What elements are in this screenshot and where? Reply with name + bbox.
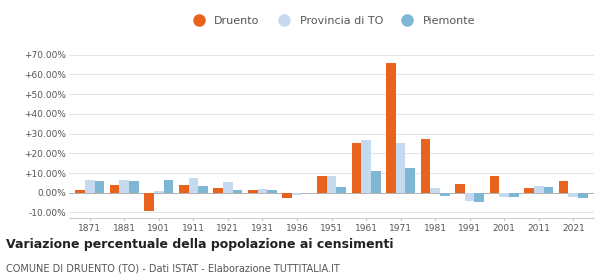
Bar — [292, 193, 302, 195]
Bar — [164, 180, 173, 193]
Bar — [154, 191, 164, 193]
Bar — [95, 181, 104, 193]
Text: COMUNE DI DRUENTO (TO) - Dati ISTAT - Elaborazione TUTTITALIA.IT: COMUNE DI DRUENTO (TO) - Dati ISTAT - El… — [6, 263, 340, 274]
Bar — [283, 193, 292, 198]
Bar — [524, 188, 534, 193]
Bar — [233, 190, 242, 193]
Bar — [465, 193, 475, 201]
Bar — [578, 193, 588, 198]
Bar — [352, 143, 361, 193]
Bar — [386, 62, 396, 193]
Bar — [129, 181, 139, 193]
Bar — [198, 186, 208, 193]
Bar — [337, 187, 346, 193]
Bar — [430, 188, 440, 193]
Bar — [188, 178, 198, 193]
Bar — [559, 181, 568, 193]
Bar — [214, 188, 223, 193]
Bar — [421, 139, 430, 193]
Bar — [75, 190, 85, 193]
Text: Variazione percentuale della popolazione ai censimenti: Variazione percentuale della popolazione… — [6, 238, 394, 251]
Bar — [179, 185, 188, 193]
Bar — [440, 193, 449, 196]
Bar — [509, 193, 519, 197]
Bar — [455, 184, 465, 193]
Bar — [223, 182, 233, 193]
Legend: Druento, Provincia di TO, Piemonte: Druento, Provincia di TO, Piemonte — [183, 12, 480, 31]
Bar — [490, 176, 499, 193]
Bar — [371, 171, 380, 193]
Bar — [475, 193, 484, 202]
Bar — [85, 180, 95, 193]
Bar — [396, 143, 406, 193]
Bar — [248, 190, 257, 193]
Bar — [544, 187, 553, 193]
Bar — [568, 193, 578, 197]
Bar — [267, 190, 277, 193]
Bar — [144, 193, 154, 211]
Bar — [534, 186, 544, 193]
Bar — [499, 193, 509, 197]
Bar — [326, 176, 337, 193]
Bar — [317, 176, 326, 193]
Bar — [406, 168, 415, 193]
Bar — [257, 189, 267, 193]
Bar — [119, 180, 129, 193]
Bar — [361, 141, 371, 193]
Bar — [110, 185, 119, 193]
